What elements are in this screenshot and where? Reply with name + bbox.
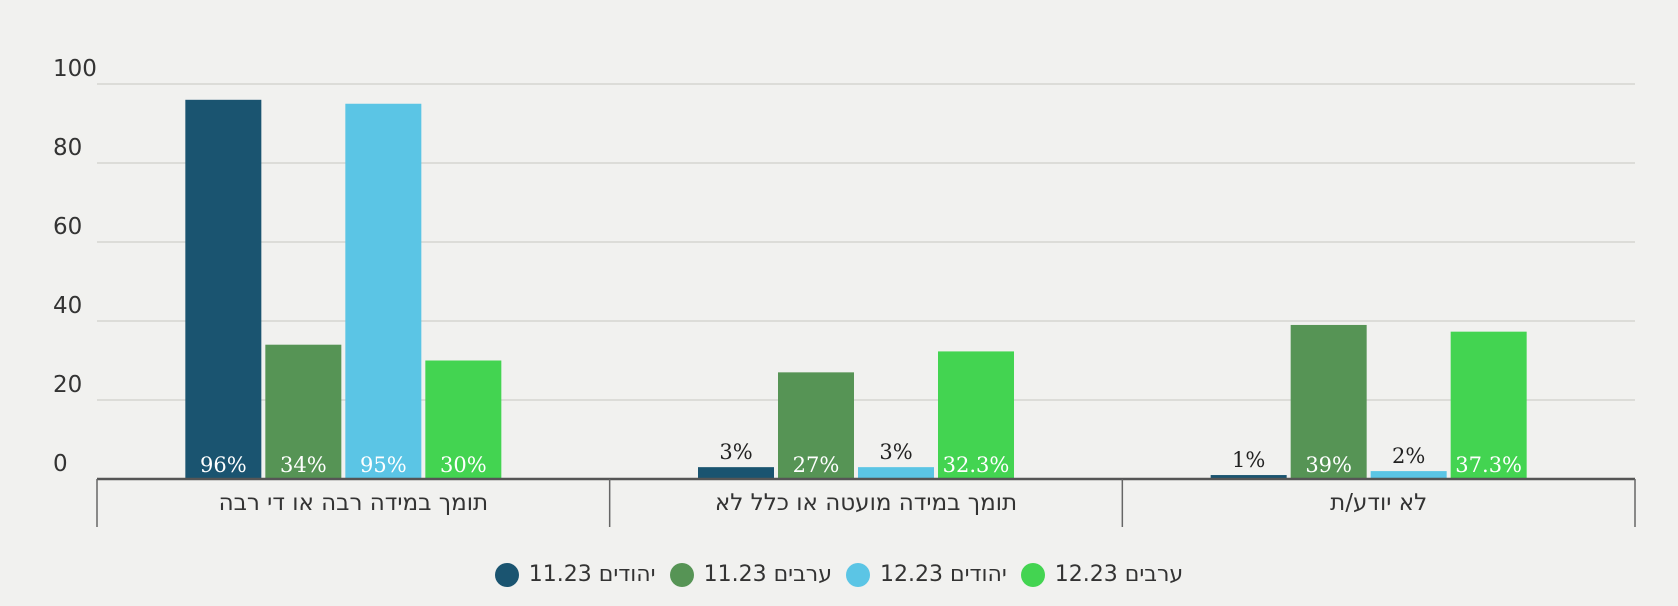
bar-value-label: 34% [280, 453, 327, 477]
y-tick-label: 100 [53, 56, 97, 82]
legend-item: ערבים 11.23 [669, 562, 832, 587]
bar-value-label: 2% [1392, 444, 1425, 468]
legend-swatch [1020, 562, 1045, 587]
bar [938, 351, 1014, 479]
bar-value-label: 32.3% [943, 453, 1010, 477]
bar [698, 467, 774, 479]
bar-value-label: 39% [1305, 453, 1352, 477]
bar-value-label: 95% [360, 453, 407, 477]
bar-chart: 0 20 40 60 80 100 96% 34% 95% 30% תומך במידה רבה א… [53, 56, 1636, 527]
bar-value-label: 27% [793, 453, 840, 477]
category-label: תומך במידה מועטה או כלל לא [715, 490, 1017, 516]
y-tick-label: 0 [53, 451, 68, 477]
bar-value-label: 3% [879, 440, 912, 464]
bar [1450, 331, 1527, 479]
bar [1370, 471, 1447, 479]
legend-swatch [846, 562, 870, 587]
legend-item: יהודים 12.23 [846, 562, 1007, 587]
legend-swatch [669, 562, 694, 587]
y-tick-label: 40 [53, 293, 82, 319]
category-label: תומך במידה רבה או די רבה [219, 490, 489, 516]
legend: יהודים 11.23 ערבים 11.23 יהודים 12.23 ערבים… [0, 562, 1678, 587]
y-tick-label: 60 [53, 214, 82, 240]
bar [185, 99, 262, 480]
y-tick-label: 80 [53, 135, 82, 161]
bar [858, 467, 934, 479]
legend-item: ערבים 12.23 [1020, 562, 1184, 587]
bar-value-label: 1% [1232, 448, 1265, 472]
legend-label: יהודים 11.23 [528, 562, 656, 587]
bar-value-label: 37.3% [1455, 453, 1522, 477]
bar [778, 372, 854, 479]
legend-item: יהודים 11.23 [494, 562, 656, 587]
y-tick-label: 20 [53, 372, 82, 398]
bar [1210, 475, 1287, 479]
bar-value-label: 3% [719, 440, 752, 464]
bar-value-label: 30% [440, 453, 487, 477]
bar [1290, 324, 1367, 479]
legend-label: יהודים 12.23 [880, 562, 1007, 587]
bar [425, 360, 502, 479]
legend-label: ערבים 12.23 [1054, 562, 1184, 587]
legend-label: ערבים 11.23 [703, 562, 832, 587]
bar [345, 103, 422, 479]
bar [265, 344, 342, 479]
category-label: לא יודע/ת [1330, 490, 1427, 516]
legend-swatch [494, 562, 519, 587]
bar-value-label: 96% [200, 453, 247, 477]
